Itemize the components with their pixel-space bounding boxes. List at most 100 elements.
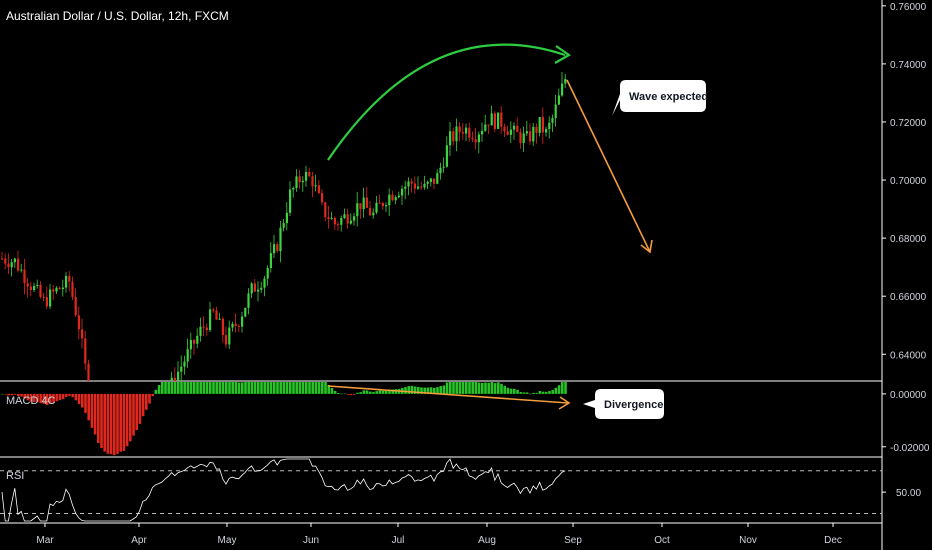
macd-bar [327,384,330,394]
macd-bar [375,391,378,394]
candle-body [324,202,327,218]
candle-body [490,113,493,126]
macd-bar [337,393,340,394]
macd-bar [148,393,151,404]
candle-body [349,220,352,224]
candle-body [289,189,292,213]
down-projection-arrowhead [640,239,653,254]
macd-bar [253,382,257,394]
candle-body [4,258,7,264]
macd-bar [212,382,215,394]
candle-body [433,178,436,184]
candle-body [33,285,36,291]
candle-body [61,287,64,290]
candle-body [429,178,432,182]
macd-bar [420,387,423,394]
macd-bar [157,385,161,394]
macd-bar [106,393,110,454]
rsi-line [1,458,566,522]
macd-bar [81,393,84,408]
candle-body [42,296,45,298]
candle-body [321,193,324,203]
candle-body [378,202,381,204]
candle-body [500,112,503,127]
macd-bar [45,393,49,406]
macd-bar [39,393,42,404]
macd-bar [340,393,343,395]
candle-body [397,195,400,198]
time-tick-label: Apr [131,535,147,546]
callout-bubble [612,80,706,116]
macd-bar [61,393,65,400]
candle-body [36,284,39,286]
macd-bar [100,393,103,449]
macd-bar [561,382,564,394]
macd-bar [439,386,442,394]
candle-body [388,194,391,206]
candle-body [173,377,176,381]
macd-bar [365,390,369,394]
macd-bar [522,392,526,394]
macd-bar [426,387,430,394]
macd-bar [545,391,548,394]
macd-bar [218,382,222,394]
candle-body [481,130,484,135]
candle-body [442,166,445,168]
candle-body [551,117,554,123]
candle-body [49,289,52,307]
macd-bar [263,382,266,394]
candle-body [55,287,58,292]
macd-bar [362,390,366,394]
candle-body [359,203,362,210]
candle-body [17,258,20,271]
macd-bar [369,391,372,394]
candle-body [241,316,244,327]
macd-bar [177,382,180,394]
candle-body [471,137,474,140]
candle-body [317,185,320,194]
candle-body [381,203,384,207]
macd-bar [93,393,97,435]
macd-bar [189,382,193,394]
candle-body [548,122,551,130]
callout-text: Wave expected [629,91,708,103]
candle-body [445,145,448,167]
macd-bar [52,393,55,403]
candle-body [266,268,269,279]
candle-body [199,326,202,336]
macd-bar [381,390,385,394]
candle-body [186,349,189,362]
macd-bar [221,382,225,394]
candle-body [298,176,301,183]
candle-body [311,176,314,187]
macd-bar [266,382,270,394]
candle-body [247,293,250,308]
candle-body [285,212,288,224]
candle-body [253,283,256,292]
macd-bar [13,393,17,395]
candle-body [410,181,413,184]
candle-body [522,133,525,143]
candle-body [452,131,455,142]
macd-bar [509,388,513,394]
macd-bar [135,393,138,431]
macd-bar [193,382,196,394]
price-axis-ticks: 0.76000 0.74000 0.72000 0.70000 0.68000 0.660… [882,2,927,361]
candle-body [465,127,468,134]
price-tick-label: 0.70000 [890,176,927,187]
macd-bar [333,390,337,394]
time-tick-label: Nov [739,535,757,546]
macd-bar [385,390,388,394]
macd-bar [487,382,490,394]
macd-bar [125,393,129,447]
divergence-callout: Divergence [583,389,664,419]
macd-bar [132,393,135,436]
macd-bar [423,387,426,394]
macd-bar [484,382,487,394]
macd-bar [346,393,350,395]
time-tick-label: Sep [564,535,582,546]
macd-bar [129,393,132,442]
candle-body [413,183,416,189]
